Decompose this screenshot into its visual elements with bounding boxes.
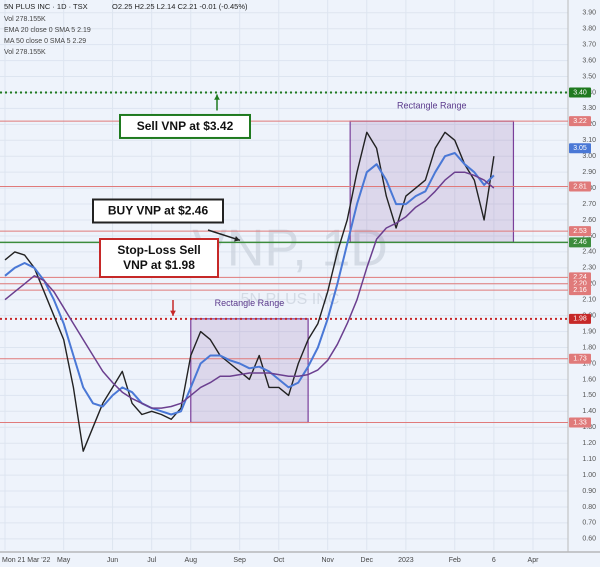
annotation-arrowhead <box>170 310 176 316</box>
y-tick-label: 2.30 <box>582 265 596 272</box>
range-box <box>190 318 309 424</box>
level-label: 2.20 <box>573 281 587 288</box>
y-tick-label: 1.70 <box>582 360 596 367</box>
level-label: 1.73 <box>573 356 587 363</box>
x-tick-label: Mon 21 Mar '22 <box>2 557 51 564</box>
range-label: Rectangle Range <box>397 101 467 111</box>
x-tick-label: Dec <box>361 557 374 564</box>
annotation-arrow <box>207 229 241 242</box>
level-tag <box>569 313 591 324</box>
y-tick-label: 1.00 <box>582 472 596 479</box>
range-label: Rectangle Range <box>215 298 285 308</box>
y-tick-label: 2.90 <box>582 169 596 176</box>
x-tick-label: Jun <box>107 557 118 564</box>
series-line <box>4 131 495 452</box>
x-tick-label: Sep <box>233 557 246 564</box>
y-tick-label: 3.30 <box>582 105 596 112</box>
y-tick-label: 3.60 <box>582 57 596 64</box>
level-label: 3.40 <box>573 89 587 96</box>
y-tick-label: 0.90 <box>582 488 596 495</box>
level-label: 2.81 <box>573 183 587 190</box>
y-tick-label: 2.50 <box>582 233 596 240</box>
level-label: 2.16 <box>573 287 587 294</box>
y-tick-label: 2.60 <box>582 217 596 224</box>
header-ohlc: O2.25 H2.25 L2.14 C2.21 -0.01 (-0.45%) <box>112 2 248 11</box>
y-tick-label: 3.50 <box>582 73 596 80</box>
level-tag <box>569 181 591 192</box>
y-tick-label: 1.80 <box>582 344 596 351</box>
level-label: 1.98 <box>573 316 587 323</box>
y-tick-label: 2.10 <box>582 297 596 304</box>
y-tick-label: 0.80 <box>582 504 596 511</box>
x-tick-label: 2023 <box>398 557 414 564</box>
level-tag <box>569 143 591 154</box>
level-label: 3.05 <box>573 145 587 152</box>
annotation-text: Sell VNP at $3.42 <box>137 119 234 133</box>
header-row: Vol 278.155K <box>4 16 46 23</box>
level-label: 1.33 <box>573 419 587 426</box>
header-symbol: 5N PLUS INC · 1D · TSX <box>4 2 88 11</box>
level-tag <box>569 285 591 296</box>
series-line <box>4 152 495 416</box>
x-tick-label: Jul <box>147 557 156 564</box>
x-tick-label: Apr <box>528 557 540 564</box>
x-tick-label: Aug <box>185 557 198 564</box>
y-tick-label: 3.70 <box>582 41 596 48</box>
y-tick-label: 1.90 <box>582 328 596 335</box>
series-line <box>4 171 495 409</box>
y-tick-label: 3.10 <box>582 137 596 144</box>
level-tag <box>569 226 591 237</box>
y-tick-label: 3.90 <box>582 10 596 17</box>
level-label: 2.53 <box>573 228 587 235</box>
x-tick-label: Feb <box>449 557 461 564</box>
annotation-text: VNP at $1.98 <box>123 258 195 272</box>
y-tick-label: 1.10 <box>582 456 596 463</box>
range-box <box>349 120 515 243</box>
annotation-text: Stop-Loss Sell <box>117 243 200 257</box>
y-tick-label: 0.70 <box>582 520 596 527</box>
level-label: 3.22 <box>573 118 587 125</box>
y-tick-label: 1.40 <box>582 408 596 415</box>
y-tick-label: 1.30 <box>582 424 596 431</box>
x-tick-label: Nov <box>321 557 334 564</box>
level-tag <box>569 417 591 428</box>
x-tick-label: Oct <box>273 557 284 564</box>
y-tick-label: 2.70 <box>582 201 596 208</box>
watermark-symbol: VNP, 1D <box>192 220 388 278</box>
annotation-text: BUY VNP at $2.46 <box>108 204 209 218</box>
header-row: MA 50 close 0 SMA 5 2.29 <box>4 38 86 45</box>
annotation-arrowhead <box>214 94 220 100</box>
watermark-name: 5N PLUS INC <box>241 291 340 308</box>
annotation-box <box>92 198 224 224</box>
level-tag <box>569 237 591 248</box>
y-tick-label: 1.50 <box>582 392 596 399</box>
y-tick-label: 3.80 <box>582 26 596 33</box>
level-tag <box>569 353 591 364</box>
x-tick-label: May <box>57 557 71 564</box>
annotation-arrowhead <box>234 235 240 242</box>
level-label: 2.46 <box>573 239 587 246</box>
y-tick-label: 3.00 <box>582 153 596 160</box>
y-tick-label: 1.20 <box>582 440 596 447</box>
level-label: 2.24 <box>573 274 587 281</box>
y-tick-label: 2.40 <box>582 249 596 256</box>
annotation-box <box>119 113 251 139</box>
level-tag <box>569 87 591 98</box>
y-tick-label: 1.60 <box>582 376 596 383</box>
x-tick-label: 6 <box>492 557 496 564</box>
annotation-box <box>99 238 219 278</box>
header-row: EMA 20 close 0 SMA 5 2.19 <box>4 27 91 34</box>
y-tick-label: 0.60 <box>582 536 596 543</box>
level-tag <box>569 116 591 127</box>
header-row: Vol 278.155K <box>4 49 46 56</box>
